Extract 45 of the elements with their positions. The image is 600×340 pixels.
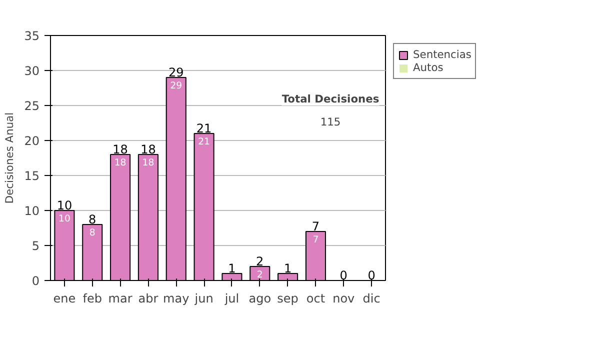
y-tick-label: 25 <box>24 99 40 113</box>
data-label: 29 <box>170 80 182 92</box>
y-tick-label: 0 <box>32 274 40 288</box>
x-tick-label: feb <box>82 292 102 306</box>
y-axis-title: Decisiones Anual <box>3 112 16 204</box>
total-label: 29 <box>168 66 184 80</box>
x-tick-label: ene <box>53 292 76 306</box>
y-tick-label: 10 <box>24 204 40 218</box>
data-label: 21 <box>198 136 210 148</box>
total-label: 21 <box>196 122 212 136</box>
y-tick-label: 15 <box>24 169 40 183</box>
data-label: 18 <box>142 158 154 168</box>
data-label: 18 <box>114 158 126 168</box>
x-tick-label: nov <box>332 292 355 306</box>
total-label: 1 <box>228 262 236 276</box>
total-label: 8 <box>88 212 96 226</box>
x-tick-label: abr <box>138 292 158 306</box>
annotation: 115 <box>320 116 341 128</box>
y-tick-label: 35 <box>24 29 40 43</box>
x-tick-label: oct <box>306 292 326 306</box>
data-label: 8 <box>89 228 96 238</box>
x-tick-label: may <box>163 292 190 306</box>
total-label: 2 <box>256 254 264 268</box>
legend-label: Sentencias <box>413 48 472 61</box>
y-tick-label: 30 <box>24 64 40 78</box>
y-tick-label: 20 <box>24 134 40 148</box>
x-tick-label: dic <box>362 292 380 306</box>
total-label: 1 <box>284 262 292 276</box>
data-label: 10 <box>58 214 70 224</box>
total-label: 10 <box>56 198 72 212</box>
data-label: 7 <box>312 234 319 246</box>
total-label: 0 <box>368 268 376 282</box>
y-tick-label: 5 <box>32 239 40 253</box>
x-tick-label: jul <box>224 292 240 306</box>
total-label: 18 <box>112 142 128 156</box>
x-tick-label: sep <box>277 292 298 306</box>
total-label: 18 <box>140 142 156 156</box>
total-label: 0 <box>340 268 348 282</box>
legend-label: Autos <box>413 61 444 74</box>
x-tick-label: mar <box>108 292 132 306</box>
total-label: 7 <box>312 220 320 234</box>
x-tick-label: jun <box>194 292 214 306</box>
x-tick-label: ago <box>248 292 272 306</box>
data-label: 2 <box>256 270 263 280</box>
annotation: Total Decisiones <box>282 92 380 106</box>
